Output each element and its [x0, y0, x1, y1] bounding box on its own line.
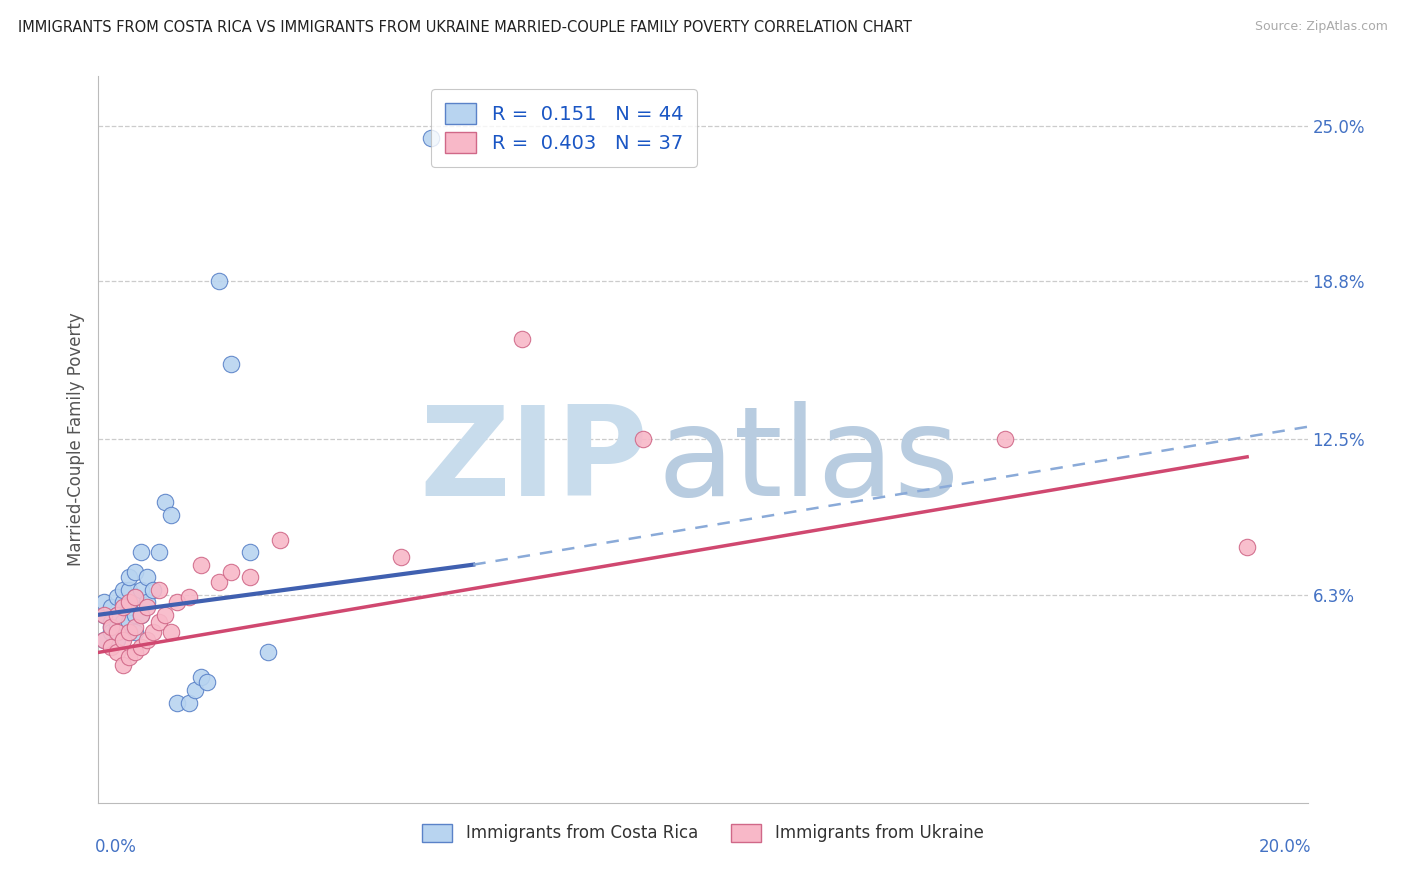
- Point: [105, 625, 128, 640]
- Point: [124, 591, 146, 605]
- Point: [129, 640, 152, 655]
- Text: 0.0%: 0.0%: [94, 838, 136, 855]
- Point: [118, 625, 141, 640]
- Point: [124, 565, 146, 579]
- Point: [100, 615, 122, 630]
- Point: [118, 582, 141, 597]
- Point: [100, 620, 122, 634]
- Point: [124, 625, 146, 640]
- Point: [129, 607, 152, 622]
- Point: [135, 600, 157, 615]
- Point: [105, 591, 128, 605]
- Point: [100, 620, 122, 634]
- Point: [208, 575, 231, 590]
- Point: [135, 595, 157, 609]
- Point: [93, 607, 115, 622]
- Point: [111, 582, 134, 597]
- Point: [179, 696, 201, 710]
- Point: [269, 533, 291, 547]
- Point: [105, 625, 128, 640]
- Point: [105, 645, 128, 659]
- Point: [142, 582, 165, 597]
- Point: [118, 625, 141, 640]
- Point: [389, 550, 412, 565]
- Point: [190, 670, 212, 684]
- Point: [153, 495, 176, 509]
- Point: [420, 131, 443, 145]
- Point: [111, 600, 134, 615]
- Point: [118, 600, 141, 615]
- Point: [105, 607, 128, 622]
- Point: [93, 632, 115, 647]
- Point: [111, 632, 134, 647]
- Point: [129, 582, 152, 597]
- Point: [111, 615, 134, 630]
- Point: [148, 545, 170, 559]
- Point: [93, 632, 115, 647]
- Text: atlas: atlas: [657, 401, 959, 522]
- Point: [994, 433, 1017, 447]
- Point: [184, 683, 207, 698]
- Point: [100, 640, 122, 655]
- Point: [153, 607, 176, 622]
- Text: IMMIGRANTS FROM COSTA RICA VS IMMIGRANTS FROM UKRAINE MARRIED-COUPLE FAMILY POVE: IMMIGRANTS FROM COSTA RICA VS IMMIGRANTS…: [18, 20, 912, 35]
- Point: [100, 600, 122, 615]
- Point: [148, 615, 170, 630]
- Point: [105, 620, 128, 634]
- Point: [510, 332, 533, 346]
- Point: [111, 620, 134, 634]
- Point: [105, 607, 128, 622]
- Point: [195, 675, 218, 690]
- Point: [111, 595, 134, 609]
- Text: ZIP: ZIP: [420, 401, 648, 522]
- Point: [221, 565, 243, 579]
- Point: [111, 657, 134, 672]
- Point: [100, 625, 122, 640]
- Point: [93, 595, 115, 609]
- Point: [124, 645, 146, 659]
- Point: [129, 607, 152, 622]
- Point: [148, 582, 170, 597]
- Point: [118, 595, 141, 609]
- Y-axis label: Married-Couple Family Poverty: Married-Couple Family Poverty: [66, 312, 84, 566]
- Point: [179, 591, 201, 605]
- Point: [239, 545, 262, 559]
- Point: [93, 607, 115, 622]
- Point: [190, 558, 212, 572]
- Point: [124, 591, 146, 605]
- Point: [160, 508, 183, 522]
- Text: 20.0%: 20.0%: [1258, 838, 1312, 855]
- Point: [142, 625, 165, 640]
- Text: Source: ZipAtlas.com: Source: ZipAtlas.com: [1254, 20, 1388, 33]
- Point: [105, 632, 128, 647]
- Point: [1236, 540, 1258, 554]
- Point: [118, 570, 141, 584]
- Point: [166, 595, 188, 609]
- Point: [239, 570, 262, 584]
- Point: [208, 274, 231, 288]
- Point: [135, 570, 157, 584]
- Point: [118, 650, 141, 665]
- Point: [129, 545, 152, 559]
- Point: [631, 433, 654, 447]
- Point: [160, 625, 183, 640]
- Point: [256, 645, 278, 659]
- Point: [221, 357, 243, 371]
- Point: [124, 620, 146, 634]
- Point: [124, 607, 146, 622]
- Point: [166, 696, 188, 710]
- Legend: Immigrants from Costa Rica, Immigrants from Ukraine: Immigrants from Costa Rica, Immigrants f…: [416, 817, 990, 849]
- Point: [118, 615, 141, 630]
- Point: [135, 632, 157, 647]
